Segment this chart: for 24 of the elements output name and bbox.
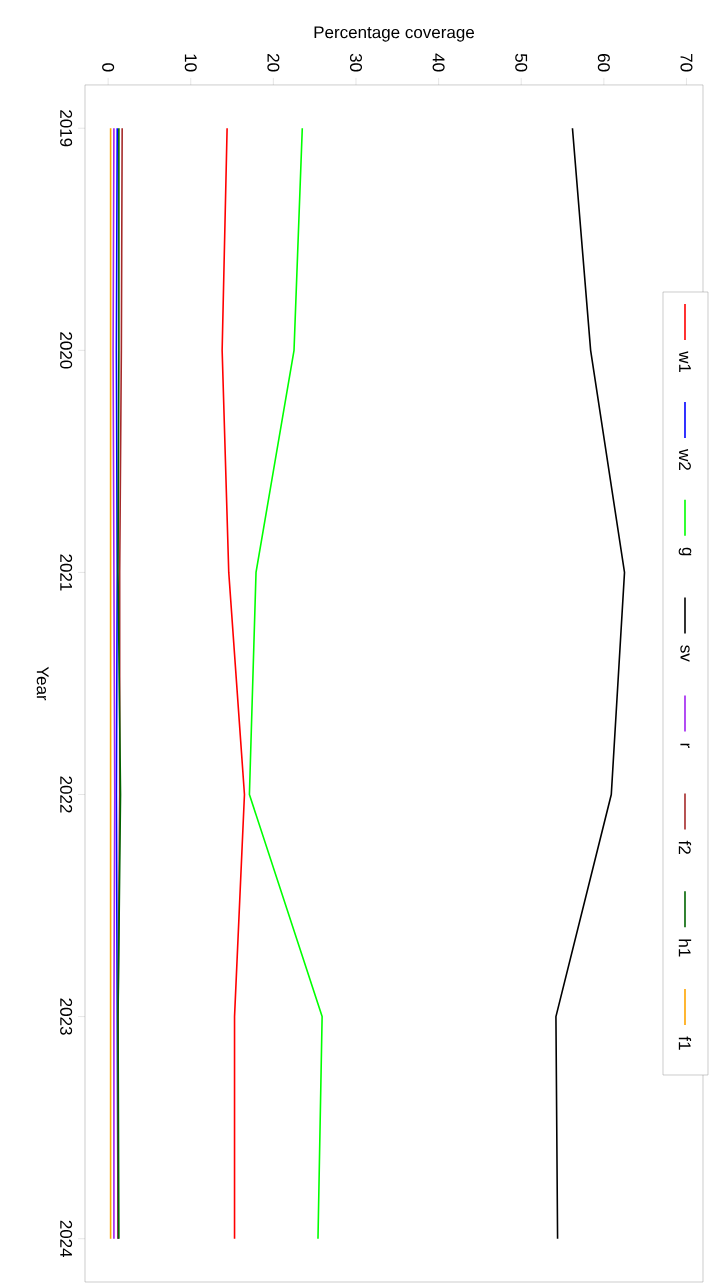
x-tick-label: 40	[432, 53, 445, 72]
x-tick-label: 20	[267, 54, 280, 72]
x-tick-label: 10	[184, 54, 197, 72]
legend-label: f1	[678, 1036, 692, 1050]
x-tick-label: 70	[680, 54, 693, 72]
legend-label: g	[678, 547, 692, 556]
y-tick-label: 2019	[60, 110, 73, 147]
legend-label: r	[680, 743, 690, 749]
x-tick-label: 50	[515, 53, 528, 72]
legend-label: w1	[679, 351, 691, 373]
legend-label: w2	[679, 449, 691, 470]
legend-label: f2	[678, 840, 692, 854]
x-tick-label: 30	[349, 53, 363, 72]
x-axis-title: Percentage coverage	[314, 26, 475, 42]
y-tick-label: 2020	[60, 332, 73, 369]
y-tick-label: 2024	[60, 1220, 73, 1258]
y-tick-label: 2022	[60, 776, 73, 813]
legend-label: sv	[680, 645, 690, 662]
x-tick-label: 0	[102, 63, 115, 72]
y-tick-label: 2023	[60, 998, 73, 1035]
y-axis-title: Year	[36, 666, 49, 701]
x-tick-label: 60	[597, 54, 610, 72]
y-tick-label: 2021	[60, 554, 73, 591]
legend-label: h1	[678, 939, 692, 957]
